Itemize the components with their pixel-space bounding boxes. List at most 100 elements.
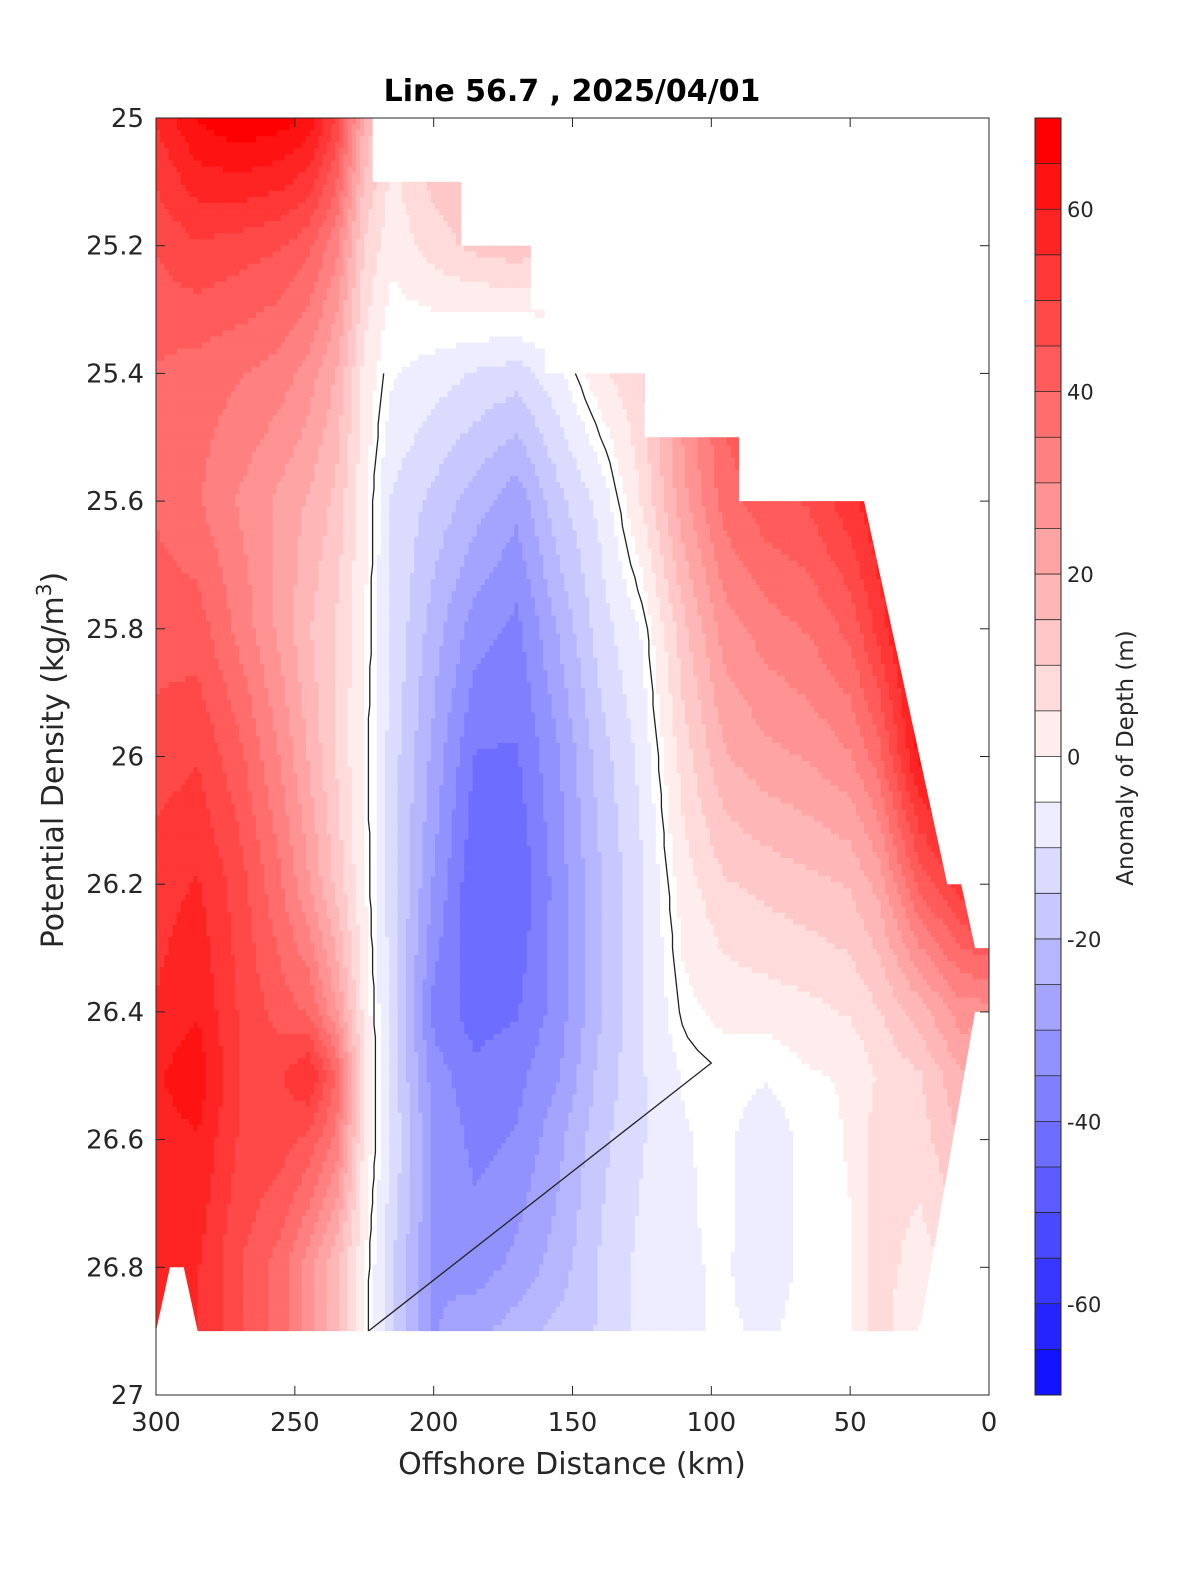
anomaly-cell	[255, 245, 261, 253]
anomaly-cell	[235, 184, 240, 192]
anomaly-cell	[239, 888, 245, 896]
anomaly-cell	[218, 724, 224, 732]
anomaly-cell	[218, 669, 224, 677]
anomaly-cell	[255, 669, 261, 677]
anomaly-cell	[156, 390, 161, 398]
anomaly-cell	[235, 233, 240, 240]
anomaly-cell	[205, 518, 211, 526]
anomaly-cell	[160, 961, 165, 968]
anomaly-cell	[189, 1094, 195, 1102]
anomaly-cell	[205, 1130, 211, 1138]
anomaly-cell	[201, 1064, 207, 1071]
anomaly-cell	[243, 536, 249, 544]
anomaly-cell	[247, 469, 253, 477]
anomaly-cell	[247, 1197, 253, 1205]
anomaly-cell	[222, 299, 228, 307]
anomaly-cell	[214, 864, 220, 871]
anomaly-cell	[164, 445, 170, 453]
anomaly-cell	[255, 130, 261, 137]
anomaly-cell	[193, 1149, 199, 1156]
anomaly-cell	[156, 233, 161, 240]
anomaly-cell	[164, 1021, 170, 1029]
anomaly-cell	[189, 1076, 195, 1084]
anomaly-cell	[214, 239, 220, 246]
anomaly-cell	[251, 936, 257, 944]
anomaly-cell	[193, 245, 199, 253]
anomaly-cell	[156, 876, 161, 883]
anomaly-cell	[226, 118, 232, 125]
anomaly-cell	[243, 306, 249, 313]
anomaly-cell	[235, 742, 240, 750]
anomaly-cell	[222, 1209, 228, 1217]
anomaly-cell	[226, 882, 232, 889]
anomaly-cell	[222, 621, 228, 629]
anomaly-cell	[235, 518, 240, 526]
anomaly-cell	[255, 366, 261, 374]
anomaly-cell	[251, 1294, 257, 1302]
anomaly-cell	[180, 445, 186, 453]
anomaly-cell	[164, 706, 170, 714]
anomaly-cell	[235, 548, 240, 556]
anomaly-cell	[230, 142, 236, 149]
anomaly-cell	[168, 1203, 174, 1211]
anomaly-cell	[226, 1173, 232, 1181]
anomaly-cell	[176, 409, 182, 416]
anomaly-cell	[164, 815, 170, 823]
anomaly-cell	[214, 184, 220, 192]
anomaly-cell	[243, 663, 249, 671]
anomaly-cell	[247, 760, 253, 768]
anomaly-cell	[176, 936, 182, 944]
anomaly-cell	[210, 615, 215, 623]
anomaly-cell	[218, 676, 224, 683]
anomaly-cell	[243, 1106, 249, 1114]
anomaly-cell	[239, 1155, 245, 1162]
anomaly-cell	[172, 1191, 178, 1199]
anomaly-cell	[239, 384, 245, 392]
anomaly-cell	[247, 154, 253, 162]
anomaly-cell	[156, 870, 161, 877]
anomaly-cell	[168, 136, 174, 143]
anomaly-cell	[185, 1240, 190, 1247]
anomaly-cell	[180, 154, 186, 162]
anomaly-cell	[180, 1234, 186, 1241]
anomaly-cell	[189, 360, 195, 368]
anomaly-cell	[185, 918, 190, 926]
anomaly-cell	[172, 390, 178, 398]
anomaly-cell	[172, 427, 178, 435]
anomaly-cell	[214, 930, 220, 938]
anomaly-cell	[251, 603, 257, 610]
anomaly-cell	[243, 1306, 249, 1314]
anomaly-cell	[201, 1167, 207, 1175]
anomaly-cell	[243, 1124, 249, 1132]
anomaly-cell	[189, 1106, 195, 1114]
anomaly-cell	[160, 372, 165, 380]
anomaly-cell	[168, 1118, 174, 1126]
anomaly-cell	[210, 724, 215, 732]
anomaly-cell	[185, 894, 190, 902]
anomaly-cell	[185, 142, 190, 149]
anomaly-cell	[226, 779, 232, 786]
anomaly-cell	[251, 639, 257, 647]
anomaly-cell	[164, 797, 170, 805]
anomaly-cell	[205, 760, 211, 768]
anomaly-cell	[251, 166, 257, 174]
anomaly-cell	[168, 888, 174, 896]
anomaly-cell	[247, 645, 253, 653]
anomaly-cell	[251, 469, 257, 477]
anomaly-cell	[243, 421, 249, 428]
anomaly-cell	[176, 390, 182, 398]
anomaly-cell	[230, 445, 236, 453]
anomaly-cell	[255, 293, 261, 301]
anomaly-cell	[185, 1124, 190, 1132]
anomaly-cell	[235, 639, 240, 647]
anomaly-cell	[214, 227, 220, 234]
anomaly-cell	[201, 530, 207, 538]
anomaly-cell	[164, 202, 170, 210]
anomaly-cell	[160, 1246, 165, 1253]
anomaly-cell	[243, 178, 249, 186]
anomaly-cell	[243, 239, 249, 246]
anomaly-cell	[185, 342, 190, 350]
anomaly-cell	[247, 1058, 253, 1065]
anomaly-cell	[243, 894, 249, 902]
anomaly-cell	[205, 858, 211, 865]
